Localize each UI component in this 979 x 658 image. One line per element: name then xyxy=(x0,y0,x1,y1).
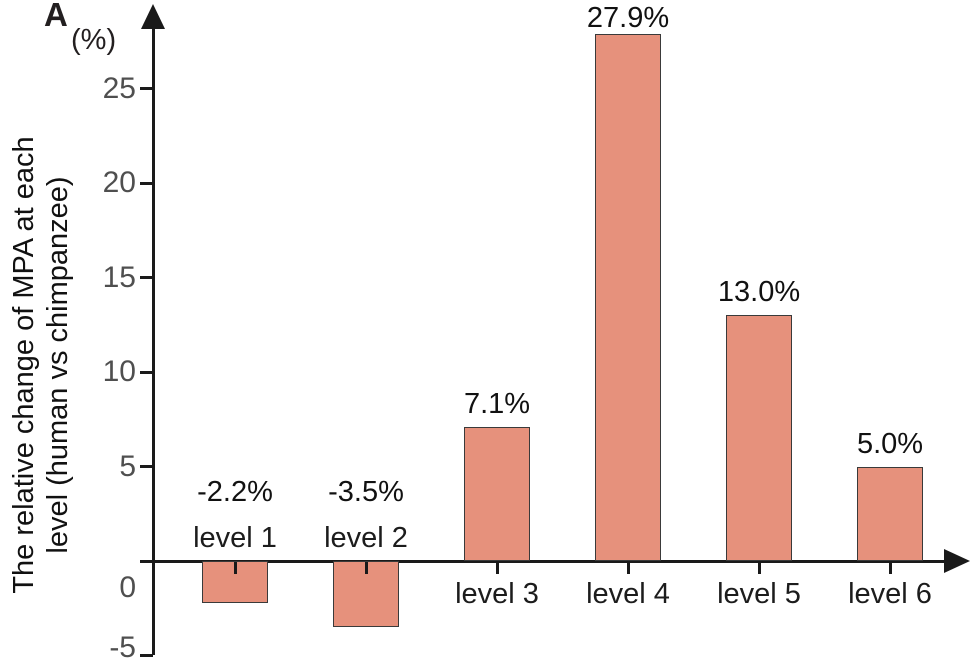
y-axis-line xyxy=(151,14,155,655)
bar-value-label: 13.0% xyxy=(717,276,801,309)
bar-value-label: -3.5% xyxy=(328,476,404,508)
y-tick-label: 25 xyxy=(102,71,136,105)
y-tick-mark xyxy=(140,654,153,657)
y-tick-mark xyxy=(140,465,153,468)
y-tick-label: 10 xyxy=(102,355,136,388)
y-tick-mark xyxy=(140,181,153,185)
category-label: level 3 xyxy=(455,578,539,610)
y-tick-mark xyxy=(140,370,153,374)
x-axis-line xyxy=(151,559,949,563)
x-tick-mark xyxy=(495,562,499,574)
bar-level-5 xyxy=(726,315,792,561)
category-label: level 6 xyxy=(848,578,932,610)
y-tick-label: 0 xyxy=(119,571,136,604)
category-label: level 2 xyxy=(324,522,408,554)
y-axis-arrow-icon xyxy=(141,4,165,29)
bar-level-6 xyxy=(857,466,923,561)
y-tick-mark xyxy=(140,87,153,90)
y-axis-title-line1: The relative change of MPA at each xyxy=(8,136,40,594)
y-tick-label: 15 xyxy=(102,260,136,294)
x-tick-mark xyxy=(233,562,237,574)
y-tick-mark xyxy=(140,276,153,279)
category-label: level 1 xyxy=(193,522,277,554)
x-tick-mark xyxy=(364,562,368,574)
x-axis-arrow-icon xyxy=(944,549,970,573)
y-tick-mark xyxy=(140,559,153,563)
category-label: level 4 xyxy=(586,578,670,610)
y-tick-label: 5 xyxy=(119,449,136,483)
y-axis-unit-label: (%) xyxy=(71,24,117,56)
bar-value-label: 7.1% xyxy=(463,387,531,420)
x-tick-mark xyxy=(888,562,892,574)
x-tick-mark xyxy=(626,562,630,574)
bar-level-3 xyxy=(464,426,530,561)
bar-level-1 xyxy=(202,561,268,603)
bar-level-4 xyxy=(595,33,661,561)
y-tick-label: -5 xyxy=(109,630,136,658)
bar-value-label: 27.9% xyxy=(586,2,670,34)
bar-value-label: -2.2% xyxy=(197,476,273,508)
x-tick-mark xyxy=(757,562,761,574)
bar-value-label: 5.0% xyxy=(856,427,924,460)
panel-label: A xyxy=(44,0,68,33)
category-label: level 5 xyxy=(717,578,801,610)
y-tick-label: 20 xyxy=(102,166,136,199)
